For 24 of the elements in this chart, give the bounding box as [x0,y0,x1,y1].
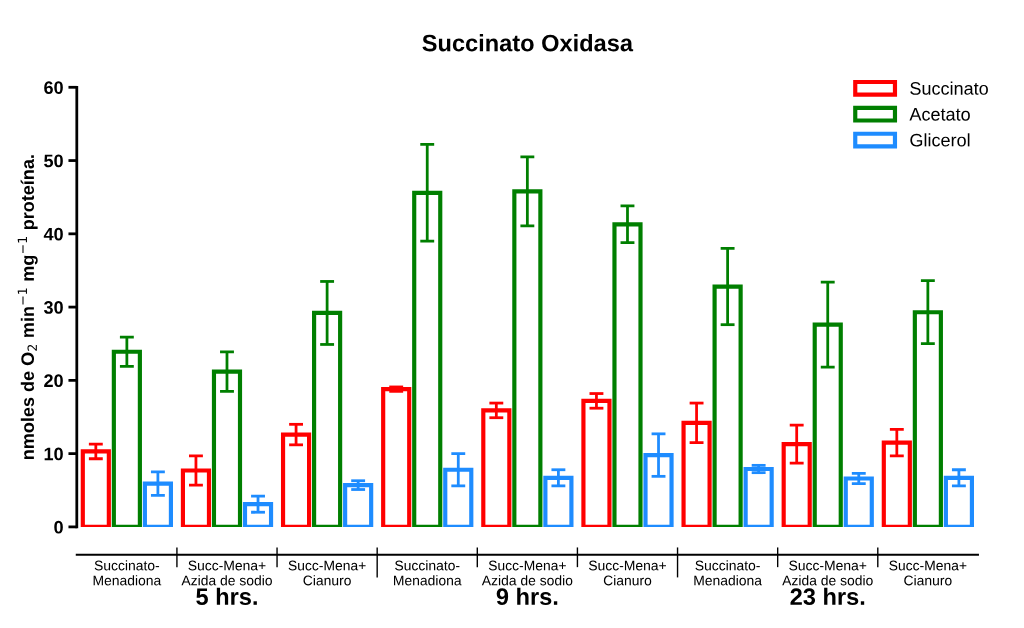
y-tick-label: 0 [54,520,63,534]
legend-label: Succinato [910,81,988,95]
y-tick-label: 60 [44,81,63,95]
legend-label: Glicerol [910,133,970,147]
y-tick-label: 50 [44,154,63,168]
x-tick-label: Succ-Mena+ Azida de sodio [481,560,573,586]
x-tick-label: Succinato- Menadiona [394,560,462,586]
text: 23 hrs. [790,587,865,606]
y-tick-label: 10 [44,447,63,461]
text: 9 hrs. [496,587,558,606]
x-tick-label: Succ-Mena+ Cianuro [889,560,967,586]
x-tick-label: Succinato- Menadiona [694,560,762,586]
chart-title: Succinato Oxidasa [422,34,634,52]
y-axis-title: nmoles de O$_{2}$ min$^{−1}$ mg$^{−1}$ proteína. [17,155,38,460]
text: 5 hrs. [196,587,257,606]
x-tick-label: Succ-Mena+ Cianuro [288,560,366,586]
y-tick-label: 20 [44,374,63,388]
x-tick-label: Succ-Mena+ Azida de sodio [782,560,873,586]
y-tick-label: 40 [43,227,63,241]
x-tick-label: Succinato- Menadiona [93,560,162,586]
y-tick-label: 30 [43,301,63,314]
legend-label: Acetato [909,108,970,121]
x-tick-label: Succ-Mena+ Azida de sodio [181,560,272,586]
x-tick-label: Succ-Mena+ Cianuro [588,560,666,586]
